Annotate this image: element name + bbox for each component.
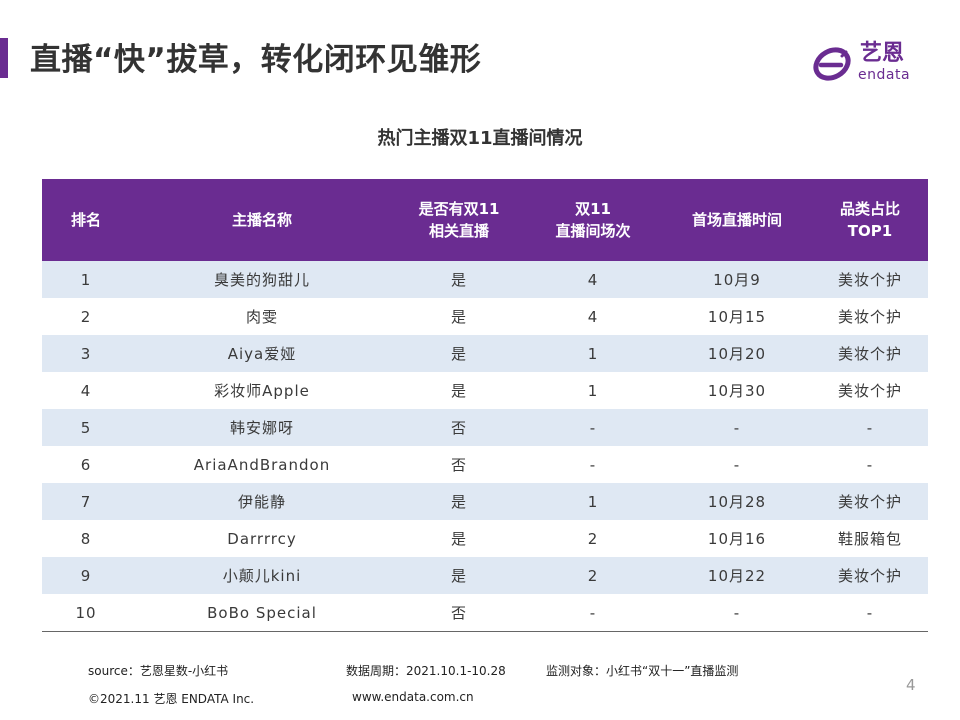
table-title: 热门主播双11直播间情况 bbox=[377, 128, 583, 149]
cell-first-date: 10月16 bbox=[662, 520, 812, 557]
cell-sessions: - bbox=[524, 446, 662, 483]
cell-sessions: 1 bbox=[524, 335, 662, 372]
header-rank: 排名 bbox=[42, 179, 130, 261]
cell-rank: 8 bbox=[42, 520, 130, 557]
footer-monitor: 监测对象：小红书“双十一”直播监测 bbox=[546, 664, 739, 678]
cell-has-live: 是 bbox=[394, 520, 524, 557]
cell-top-category: - bbox=[812, 446, 928, 483]
cell-sessions: - bbox=[524, 409, 662, 446]
cell-sessions: 2 bbox=[524, 520, 662, 557]
cell-rank: 7 bbox=[42, 483, 130, 520]
cell-top-category: 美妆个护 bbox=[812, 372, 928, 409]
table-row: 4 彩妆师Apple 是 1 10月30 美妆个护 bbox=[42, 372, 928, 409]
cell-streamer-name: 肉雯 bbox=[130, 298, 394, 335]
cell-first-date: 10月15 bbox=[662, 298, 812, 335]
endata-logo: 艺恩 endata bbox=[812, 40, 932, 86]
table-row: 6 AriaAndBrandon 否 - - - bbox=[42, 446, 928, 483]
cell-streamer-name: 臭美的狗甜儿 bbox=[130, 261, 394, 298]
cell-streamer-name: 伊能静 bbox=[130, 483, 394, 520]
cell-has-live: 是 bbox=[394, 557, 524, 594]
header-first-live-date: 首场直播时间 bbox=[662, 179, 812, 261]
cell-top-category: 美妆个护 bbox=[812, 261, 928, 298]
cell-sessions: 4 bbox=[524, 261, 662, 298]
cell-streamer-name: 韩安娜呀 bbox=[130, 409, 394, 446]
cell-first-date: - bbox=[662, 594, 812, 632]
cell-rank: 5 bbox=[42, 409, 130, 446]
cell-rank: 6 bbox=[42, 446, 130, 483]
header-streamer-name: 主播名称 bbox=[130, 179, 394, 261]
cell-sessions: 4 bbox=[524, 298, 662, 335]
logo-text-cn: 艺恩 bbox=[860, 41, 905, 66]
cell-rank: 2 bbox=[42, 298, 130, 335]
cell-has-live: 是 bbox=[394, 483, 524, 520]
table-row: 7 伊能静是 1 10月28 美妆个护 bbox=[42, 483, 928, 520]
endata-logo-icon bbox=[813, 47, 851, 81]
cell-first-date: 10月30 bbox=[662, 372, 812, 409]
footer-period: 数据周期：2021.10.1-10.28 bbox=[346, 664, 506, 678]
page-title: 直播“快”拔草，转化闭环见雏形 bbox=[30, 42, 482, 78]
cell-rank: 10 bbox=[42, 594, 130, 632]
cell-top-category: 美妆个护 bbox=[812, 335, 928, 372]
table-row: 3 Aiya爱娅是 1 10月20 美妆个护 bbox=[42, 335, 928, 372]
cell-streamer-name: Darrrrcy bbox=[130, 520, 394, 557]
cell-top-category: 美妆个护 bbox=[812, 298, 928, 335]
table-row: 2 肉雯是 4 10月15 美妆个护 bbox=[42, 298, 928, 335]
cell-streamer-name: AriaAndBrandon bbox=[130, 446, 394, 483]
footer-source: source：艺恩星数-小红书 bbox=[88, 664, 229, 678]
cell-has-live: 是 bbox=[394, 261, 524, 298]
cell-top-category: - bbox=[812, 594, 928, 632]
header-top-category: 品类占比 TOP1 bbox=[812, 179, 928, 261]
cell-sessions: - bbox=[524, 594, 662, 632]
cell-first-date: - bbox=[662, 446, 812, 483]
table-row: 8 Darrrrcy 是 2 10月16 鞋服箱包 bbox=[42, 520, 928, 557]
header-live-sessions: 双11 直播间场次 bbox=[524, 179, 662, 261]
cell-top-category: - bbox=[812, 409, 928, 446]
cell-top-category: 鞋服箱包 bbox=[812, 520, 928, 557]
cell-first-date: 10月20 bbox=[662, 335, 812, 372]
cell-top-category: 美妆个护 bbox=[812, 557, 928, 594]
footer-website: www.endata.com.cn bbox=[352, 690, 474, 704]
cell-streamer-name: BoBo Special bbox=[130, 594, 394, 632]
title-accent-bar bbox=[0, 38, 8, 78]
header-has-double11-live: 是否有双11 相关直播 bbox=[394, 179, 524, 261]
logo-text-en: endata bbox=[858, 67, 911, 83]
cell-first-date: - bbox=[662, 409, 812, 446]
cell-has-live: 是 bbox=[394, 372, 524, 409]
cell-streamer-name: 彩妆师Apple bbox=[130, 372, 394, 409]
cell-streamer-name: 小颠儿kini bbox=[130, 557, 394, 594]
table-header-row: 排名 主播名称 是否有双11 相关直播 双11 直播间场次 首场直播时间 品类占比 T… bbox=[42, 179, 928, 261]
cell-rank: 4 bbox=[42, 372, 130, 409]
page-number: 4 bbox=[906, 676, 916, 694]
cell-first-date: 10月28 bbox=[662, 483, 812, 520]
table-row: 1 臭美的狗甜儿是 4 10月9 美妆个护 bbox=[42, 261, 928, 298]
table-row: 9 小颠儿kini 是 2 10月22 美妆个护 bbox=[42, 557, 928, 594]
cell-sessions: 1 bbox=[524, 372, 662, 409]
cell-has-live: 否 bbox=[394, 446, 524, 483]
cell-rank: 9 bbox=[42, 557, 130, 594]
cell-top-category: 美妆个护 bbox=[812, 483, 928, 520]
table-row: 10 BoBo Special 否 - - - bbox=[42, 594, 928, 632]
cell-sessions: 2 bbox=[524, 557, 662, 594]
table-row: 5 韩安娜呀否 - - - bbox=[42, 409, 928, 446]
cell-sessions: 1 bbox=[524, 483, 662, 520]
cell-first-date: 10月22 bbox=[662, 557, 812, 594]
cell-first-date: 10月9 bbox=[662, 261, 812, 298]
streamer-table: 排名 主播名称 是否有双11 相关直播 双11 直播间场次 首场直播时间 品类占比 T… bbox=[42, 179, 928, 632]
cell-has-live: 否 bbox=[394, 594, 524, 632]
cell-has-live: 是 bbox=[394, 335, 524, 372]
cell-has-live: 是 bbox=[394, 298, 524, 335]
cell-rank: 1 bbox=[42, 261, 130, 298]
cell-rank: 3 bbox=[42, 335, 130, 372]
cell-has-live: 否 bbox=[394, 409, 524, 446]
cell-streamer-name: Aiya爱娅 bbox=[130, 335, 394, 372]
footer-copyright: ©2021.11 艺恩 ENDATA Inc. bbox=[88, 692, 255, 706]
